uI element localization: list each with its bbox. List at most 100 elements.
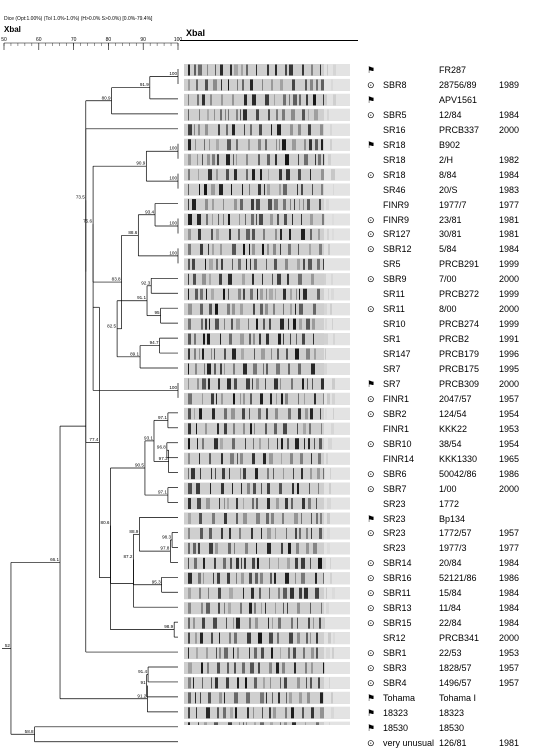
gel-band	[306, 677, 307, 689]
gel-lane	[184, 123, 350, 136]
gel-band	[322, 214, 325, 225]
target-icon: ⊙	[367, 229, 375, 240]
gel-band	[297, 258, 300, 270]
gel-band	[278, 333, 281, 345]
gel-band	[224, 647, 228, 659]
gel-band	[206, 602, 210, 614]
gel-band	[289, 692, 292, 704]
gel-band	[287, 602, 288, 614]
gel-band	[216, 647, 217, 659]
gel-band	[263, 318, 265, 330]
target-icon: ⊙	[367, 79, 375, 90]
gel-band	[240, 333, 244, 345]
gel-band	[249, 184, 250, 196]
gel-lane	[184, 542, 350, 555]
row-year: 1957	[499, 528, 520, 539]
gel-band	[200, 243, 203, 255]
gel-band	[308, 498, 311, 510]
row-strain: PRCB272	[439, 289, 480, 300]
gel-band	[249, 572, 252, 584]
gel-band	[200, 527, 203, 539]
gel-band	[263, 453, 266, 465]
gel-band	[271, 124, 272, 136]
gel-band	[201, 318, 203, 330]
gel-band	[275, 602, 276, 614]
row-year: 1957	[499, 393, 520, 404]
gel-band	[193, 677, 194, 689]
gel-band	[301, 513, 302, 524]
gel-lane	[184, 527, 350, 540]
node-similarity-label: 100	[169, 250, 177, 255]
gel-band	[224, 318, 225, 330]
gel-band	[208, 692, 211, 704]
gel-band	[252, 498, 254, 510]
gel-band	[220, 109, 222, 121]
gel-band	[211, 468, 212, 480]
gel-band	[288, 542, 291, 554]
gel-lane-background	[184, 228, 350, 241]
gel-band	[260, 288, 263, 300]
gel-band	[287, 273, 289, 285]
gel-band	[257, 557, 259, 569]
gel-lane	[184, 333, 350, 346]
gel-band	[236, 139, 238, 151]
gel-band	[267, 542, 271, 554]
analysis-parameters: Dice (Opt:1.00%) (Tol 1.0%-1.0%) (H>0.0%…	[4, 16, 153, 22]
row-serotype: SR11	[383, 304, 405, 315]
gel-lane-fade	[324, 64, 350, 76]
gel-band	[218, 378, 220, 390]
gel-band	[274, 572, 276, 584]
gel-band	[290, 333, 291, 345]
gel-band	[285, 258, 288, 270]
gel-band	[298, 124, 301, 136]
row-year: 1984	[499, 109, 520, 120]
gel-band	[193, 617, 195, 629]
gel-band	[246, 228, 250, 240]
gel-band	[228, 273, 232, 285]
gel-band	[320, 124, 323, 136]
gel-band	[256, 109, 259, 121]
gel-band	[219, 632, 220, 644]
gel-band	[271, 513, 274, 524]
scale-tick-label: 100	[174, 37, 183, 43]
gel-band	[214, 348, 215, 360]
gel-band	[228, 214, 230, 225]
gel-band	[321, 79, 324, 91]
gel-band	[288, 318, 289, 330]
gel-band	[213, 617, 217, 629]
gel-band	[202, 378, 206, 390]
row-strain: B902	[439, 139, 461, 150]
node-similarity-label: 97.8	[160, 546, 169, 551]
gel-band	[233, 393, 235, 405]
gel-band	[320, 692, 323, 704]
gel-band	[249, 617, 251, 629]
row-serotype: SR18	[383, 169, 406, 180]
gel-band	[260, 572, 263, 584]
gel-lane	[184, 168, 350, 181]
gel-band	[299, 587, 302, 599]
row-strain: 7/00	[439, 274, 457, 285]
scale-tick-label: 70	[71, 37, 77, 43]
gel-lane	[184, 437, 350, 450]
gel-band	[262, 273, 263, 285]
gel-lane-background	[184, 602, 350, 615]
gel-band	[295, 557, 298, 569]
gel-band	[280, 378, 281, 390]
gel-band	[297, 483, 299, 495]
gel-band	[279, 483, 282, 495]
gel-band	[213, 572, 214, 584]
gel-band	[285, 154, 289, 166]
row-serotype: SR7	[383, 364, 401, 374]
gel-band	[292, 214, 293, 225]
gel-band	[211, 184, 215, 196]
gel-band	[310, 602, 311, 614]
gel-band	[283, 587, 287, 599]
gel-band	[301, 468, 303, 480]
gel-band	[315, 154, 316, 166]
gel-lane-fade	[324, 721, 350, 725]
flag-icon: ⚑	[367, 707, 376, 718]
gel-band	[260, 303, 263, 315]
gel-lane-background	[184, 78, 350, 91]
gel-band	[256, 214, 257, 225]
gel-band	[259, 587, 261, 599]
